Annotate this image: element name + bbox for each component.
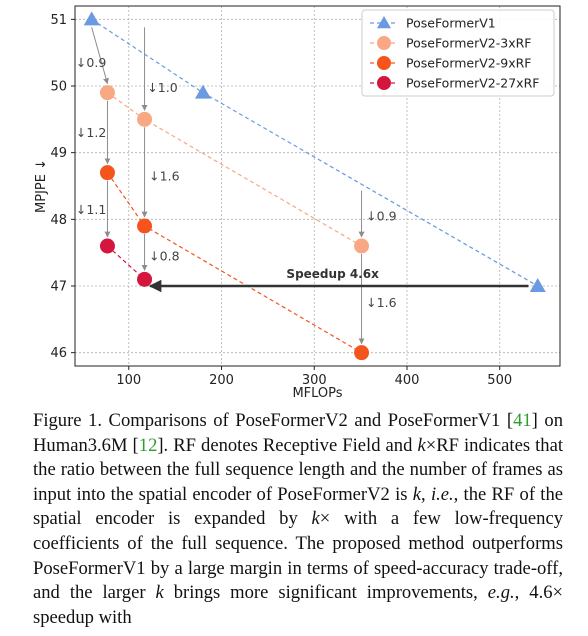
x-tick-label: 200	[209, 373, 234, 388]
legend-marker	[377, 16, 391, 29]
figure-caption: Figure 1. Comparisons of PoseFormerV2 an…	[33, 409, 563, 630]
data-point	[99, 165, 115, 181]
annotation-label: ↓1.0	[147, 80, 177, 95]
series-line	[107, 245, 145, 280]
legend: PoseFormerV1 PoseFormerV2-3xRF PoseFormerV…	[361, 9, 555, 97]
caption-text: , the RF of the spatial encoder is expan…	[33, 483, 563, 530]
legend-marker	[377, 76, 391, 90]
caption-abbrev: i.e.	[430, 483, 454, 505]
y-tick-label: 51	[50, 13, 67, 28]
annotation-label: ↓0.9	[76, 55, 106, 70]
data-point	[99, 238, 115, 254]
caption-text: × with a few low-frequency coefficients …	[33, 508, 563, 604]
ticks: 100 200 300 400 500 46 47 48 49 50 51	[50, 13, 512, 388]
x-axis-label: MFLOPs	[292, 386, 342, 401]
legend-marker	[377, 36, 391, 50]
chart: ↓0.9 ↓1.0 ↓1.2 ↓1.6 ↓1.1 ↓0.8 ↓0.9 ↓1.6 Speedup …	[34, 5, 561, 401]
series-line	[106, 172, 362, 354]
citation-link[interactable]: 41	[513, 410, 532, 431]
y-tick-label: 49	[50, 146, 67, 161]
annotation-label: ↓1.6	[366, 295, 396, 310]
x-tick-label: 400	[395, 373, 420, 388]
annotation-label: ↓1.1	[76, 202, 106, 217]
caption-text: brings more significant improvements,	[163, 582, 488, 604]
data-point	[137, 271, 153, 287]
math-k: k	[417, 434, 426, 456]
annotation-label: ↓1.2	[76, 125, 106, 140]
x-tick-label: 100	[116, 373, 141, 388]
math-k: k	[412, 483, 422, 505]
data-point	[529, 278, 546, 292]
y-axis-label: MPJPE ↓	[34, 159, 49, 213]
y-tick-label: 47	[50, 280, 67, 295]
caption-abbrev: e.g.	[487, 582, 515, 604]
legend-label: PoseFormerV2-9xRF	[406, 56, 532, 71]
data-point	[194, 84, 211, 99]
data-point	[99, 85, 115, 101]
legend-label: PoseFormerV1	[406, 16, 496, 31]
citation-link[interactable]: 12	[138, 434, 158, 456]
data-point	[354, 238, 370, 254]
math-k: k	[311, 508, 320, 530]
math-k: k	[155, 582, 164, 604]
annotation-label: ↓0.8	[149, 249, 179, 264]
legend-label: PoseFormerV2-3xRF	[406, 36, 532, 51]
caption-text: Figure 1. Comparisons of PoseFormerV2 an…	[33, 410, 514, 431]
data-point	[137, 111, 153, 127]
legend-marker	[377, 56, 391, 70]
data-point	[83, 11, 100, 26]
y-tick-label: 50	[50, 80, 67, 95]
caption-text: ]. RF denotes Receptive Field and	[157, 434, 418, 456]
caption-text: ] on Human3.6M [	[33, 410, 563, 456]
caption-text: ×RF indicates that the ratio between the…	[33, 434, 563, 505]
y-tick-label: 48	[50, 213, 67, 228]
caption-text: , 4.6× speedup with	[33, 582, 563, 628]
speedup-label: Speedup 4.6x	[286, 267, 379, 281]
legend-box	[361, 9, 555, 97]
plot-frame	[74, 5, 561, 367]
annotation-label: ↓0.9	[366, 209, 396, 224]
data-points	[83, 11, 546, 361]
annotation-arrow	[91, 27, 109, 85]
annotations: ↓0.9 ↓1.0 ↓1.2 ↓1.6 ↓1.1 ↓0.8 ↓0.9 ↓1.6 Speedup …	[76, 27, 529, 345]
data-point	[137, 218, 153, 234]
caption-text: ,	[421, 483, 431, 505]
data-point	[354, 345, 370, 361]
x-tick-label: 300	[302, 373, 327, 388]
y-tick-label: 46	[50, 346, 67, 361]
x-tick-label: 500	[487, 373, 512, 388]
legend-label: PoseFormerV2-27xRF	[406, 76, 539, 91]
annotation-label: ↓1.6	[149, 169, 179, 184]
